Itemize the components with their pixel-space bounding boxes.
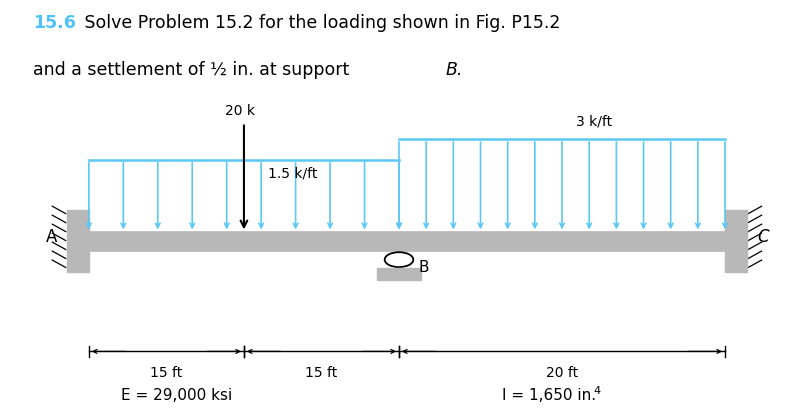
Text: 1.5 k/ft: 1.5 k/ft bbox=[268, 166, 317, 180]
Bar bbox=[89, 232, 725, 251]
Bar bbox=[377, 269, 421, 280]
Text: I = 1,650 in.: I = 1,650 in. bbox=[503, 388, 596, 403]
Text: B: B bbox=[419, 260, 429, 275]
Text: 3 k/ft: 3 k/ft bbox=[576, 115, 612, 129]
Bar bbox=[66, 209, 89, 271]
Text: 15.6: 15.6 bbox=[34, 14, 76, 32]
Text: Solve Problem 15.2 for the loading shown in Fig. P15.2: Solve Problem 15.2 for the loading shown… bbox=[78, 14, 560, 32]
Text: E = 29,000 ksi: E = 29,000 ksi bbox=[120, 388, 232, 403]
Text: 20 ft: 20 ft bbox=[546, 366, 578, 380]
Text: 15 ft: 15 ft bbox=[306, 366, 338, 380]
Text: C: C bbox=[757, 229, 768, 246]
Text: 20 k: 20 k bbox=[225, 103, 255, 118]
Text: 4: 4 bbox=[594, 386, 601, 396]
Bar bbox=[725, 209, 747, 271]
Text: 15 ft: 15 ft bbox=[150, 366, 183, 380]
Text: A: A bbox=[45, 229, 57, 246]
Text: B.: B. bbox=[445, 61, 463, 80]
Text: and a settlement of ½ in. at support: and a settlement of ½ in. at support bbox=[34, 61, 355, 80]
